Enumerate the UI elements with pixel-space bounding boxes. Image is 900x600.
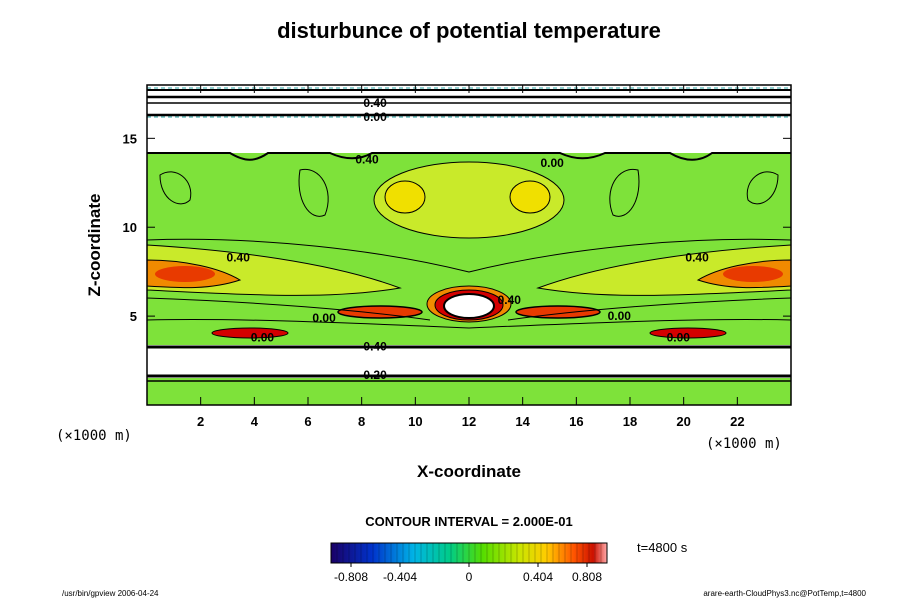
contour-interval: CONTOUR INTERVAL = 2.000E-01: [365, 514, 572, 529]
colorbar-tick-label: -0.404: [383, 570, 417, 584]
contour-label: 0.00: [608, 309, 632, 323]
x-tick-label: 6: [304, 414, 311, 429]
contour-line: [147, 318, 791, 329]
region-right-red: [723, 266, 783, 282]
y-axis-title: Z-coordinate: [85, 194, 104, 297]
y-axis: 5 10 15: [123, 131, 791, 324]
region-dome-left: [384, 180, 426, 214]
plot-area: [147, 85, 791, 405]
contour-label: 0.40: [685, 250, 709, 264]
contour-label: 0.40: [355, 153, 379, 167]
region-core-white: [443, 293, 495, 319]
x-tick-label: 8: [358, 414, 365, 429]
region-lens-right: [515, 305, 601, 319]
x-tick-label: 18: [623, 414, 637, 429]
contour-line: [609, 168, 640, 217]
contour-line: [159, 171, 192, 205]
field-top-edge: [147, 152, 791, 161]
x-tick-label: 22: [730, 414, 744, 429]
contour-label: 0.40: [498, 293, 522, 307]
colorbar-stripes: [336, 543, 602, 563]
region-upper-dome: [373, 161, 565, 239]
x-tick-label: 16: [569, 414, 583, 429]
y-tick-label: 5: [130, 309, 137, 324]
contour-line: [746, 171, 779, 205]
contour-line: [147, 297, 791, 321]
x-tick-label: 10: [408, 414, 422, 429]
chart-title: disturbunce of potential temperature: [277, 18, 661, 43]
time-label: t=4800 s: [637, 540, 688, 555]
y-tick-label: 15: [123, 131, 137, 146]
x-tick-label: 2: [197, 414, 204, 429]
contour-labels: 0.40 0.400.400.00 0.000.000.00 0.000.400.40…: [227, 96, 710, 382]
x-unit-label: (×1000 m): [706, 436, 782, 452]
y-unit-label: (×1000 m): [56, 428, 132, 444]
colorbar-tick-label: 0.808: [572, 570, 602, 584]
contour-label: 0.20: [363, 368, 387, 382]
contour-label: 0.00: [363, 110, 387, 124]
x-axis-title: X-coordinate: [417, 462, 521, 481]
band-white-lower: [147, 345, 791, 378]
region-dome-right: [509, 180, 551, 214]
colorbar-tick-label: -0.808: [334, 570, 368, 584]
footer-right: arare-earth-CloudPhys3.nc@PotTemp,t=4800: [703, 589, 866, 598]
footer-left: /usr/bin/gpview 2006-04-24: [62, 589, 159, 598]
region-low-left: [211, 327, 289, 339]
x-axis: 2 4 6 8 10 12 14 16 18 20 22: [197, 85, 745, 429]
contour-line: [147, 238, 791, 273]
contour-label: 0.40: [363, 339, 387, 353]
colorbar-tick-label: 0.404: [523, 570, 553, 584]
region-lens-left: [337, 305, 423, 319]
region-low-right: [649, 327, 727, 339]
contour-label: 0.00: [667, 330, 691, 344]
x-tick-label: 12: [462, 414, 476, 429]
colorbar-ticks: -0.808 -0.404 0 0.404 0.808: [334, 563, 602, 584]
contour-label: 0.00: [541, 156, 565, 170]
colorbar-tick-label: 0: [466, 570, 473, 584]
contour-label: 0.40: [227, 250, 251, 264]
contour-line: [298, 168, 329, 217]
region-left-red: [155, 266, 215, 282]
x-tick-label: 14: [515, 414, 530, 429]
x-tick-label: 20: [676, 414, 690, 429]
x-tick-label: 4: [251, 414, 259, 429]
contour-label: 0.00: [312, 311, 336, 325]
contour-label: 0.00: [251, 330, 275, 344]
contour-label: 0.40: [363, 96, 387, 110]
y-tick-label: 10: [123, 220, 137, 235]
